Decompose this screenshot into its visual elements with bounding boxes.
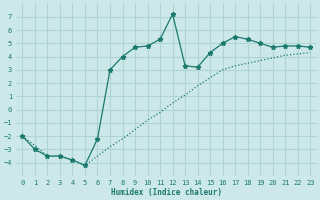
X-axis label: Humidex (Indice chaleur): Humidex (Indice chaleur) [111,188,222,197]
